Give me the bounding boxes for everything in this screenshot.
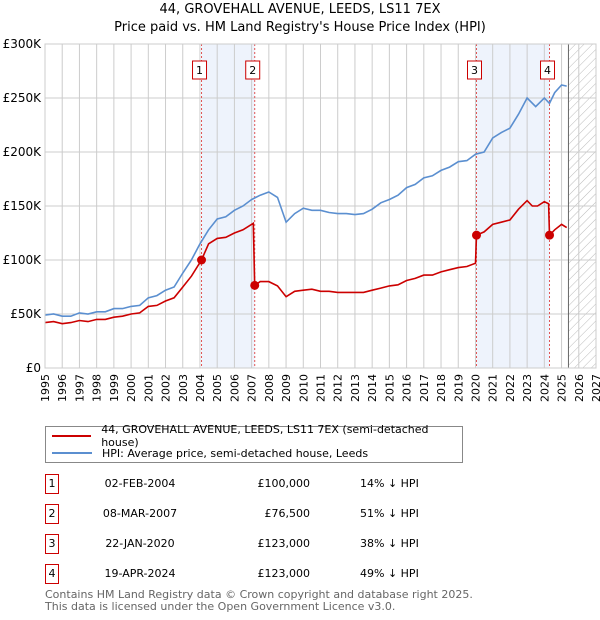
x-tick-label: 2027: [590, 374, 600, 402]
x-tick-label: 2005: [211, 374, 224, 402]
transaction-date: 02-FEB-2004: [104, 477, 176, 490]
x-tick-label: 2026: [573, 374, 586, 402]
chart-title: 44, GROVEHALL AVENUE, LEEDS, LS11 7EX: [159, 2, 441, 17]
transaction-hpi-diff: 49% ↓ HPI: [360, 567, 419, 580]
x-tick-label: 1996: [56, 374, 69, 402]
sale-point: [472, 230, 482, 240]
legend-label-property: 44, GROVEHALL AVENUE, LEEDS, LS11 7EX (s…: [101, 423, 429, 449]
sale-point: [545, 230, 555, 240]
x-tick-label: 2015: [383, 374, 396, 402]
x-tick-label: 2014: [366, 374, 379, 402]
y-tick-label: £200K: [3, 145, 43, 159]
sale-point: [250, 280, 260, 290]
x-tick-label: 2018: [435, 374, 448, 402]
x-tick-label: 2025: [556, 374, 569, 402]
transaction-number: 2: [45, 504, 59, 524]
x-tick-label: 2002: [160, 374, 173, 402]
x-tick-label: 2020: [469, 374, 482, 402]
sale-label: 2: [249, 64, 256, 77]
x-tick-label: 2007: [246, 374, 259, 402]
footer-licence: This data is licensed under the Open Gov…: [45, 600, 396, 613]
plot-frame: [44, 43, 597, 369]
transaction-price: £100,000: [257, 477, 311, 490]
transaction-date: 19-APR-2024: [104, 567, 176, 580]
x-tick-label: 2010: [297, 374, 310, 402]
y-tick-label: £250K: [3, 91, 43, 105]
transaction-number: 1: [45, 474, 59, 494]
sale-label-box: [245, 60, 261, 80]
x-tick-label: 2012: [332, 374, 345, 402]
x-tick-label: 2006: [228, 374, 241, 402]
y-tick-label: £150K: [3, 199, 43, 213]
sale-point: [197, 255, 207, 265]
x-tick-label: 2016: [401, 374, 414, 402]
x-tick-label: 2009: [280, 374, 293, 402]
price-paid-line: [44, 199, 568, 325]
transaction-hpi-diff: 51% ↓ HPI: [360, 507, 419, 520]
blue-line-swatch: [52, 452, 92, 454]
transaction-price: £123,000: [257, 537, 311, 550]
x-tick-label: 2003: [177, 374, 190, 402]
chart-subtitle: Price paid vs. HM Land Registry's House …: [114, 20, 486, 35]
sale-label-box: [467, 60, 483, 80]
x-tick-label: 2022: [504, 374, 517, 402]
x-tick-label: 2024: [538, 374, 551, 402]
transaction-number: 3: [45, 534, 59, 554]
x-tick-label: 2000: [125, 374, 138, 402]
x-tick-label: 1997: [73, 374, 86, 402]
x-tick-label: 2021: [487, 374, 500, 402]
legend-label-hpi: HPI: Average price, semi-detached house,…: [102, 446, 369, 460]
x-tick-label: 2011: [315, 374, 328, 402]
transaction-date: 08-MAR-2007: [102, 507, 178, 520]
x-tick-label: 2017: [418, 374, 431, 402]
sale-label: 3: [471, 64, 478, 77]
x-tick-label: 2001: [142, 374, 155, 402]
y-tick-label: £0: [26, 361, 41, 375]
x-tick-label: 1998: [91, 374, 104, 402]
legend: 44, GROVEHALL AVENUE, LEEDS, LS11 7EX (s…: [45, 423, 463, 463]
x-tick-label: 2004: [194, 374, 207, 402]
transaction-price: £123,000: [257, 567, 311, 580]
transaction-hpi-diff: 38% ↓ HPI: [360, 537, 419, 550]
legend-item-hpi: HPI: Average price, semi-detached house,…: [52, 445, 368, 461]
sale-label-box: [192, 60, 208, 80]
transaction-hpi-diff: 14% ↓ HPI: [360, 477, 419, 490]
hpi-line: [44, 84, 567, 317]
legend-item-property: 44, GROVEHALL AVENUE, LEEDS, LS11 7EX (s…: [52, 423, 462, 449]
x-tick-label: 2023: [521, 374, 534, 402]
sale-label-box: [540, 60, 556, 80]
x-tick-label: 2008: [263, 374, 276, 402]
transaction-number: 4: [45, 564, 59, 584]
y-tick-label: £300K: [3, 37, 43, 51]
x-tick-label: 2019: [452, 374, 465, 402]
y-tick-label: £100K: [3, 253, 43, 267]
red-line-swatch: [52, 435, 92, 437]
chart-plot: 1995 1996 1997 1998 1999 2000 2001 2002 2003 2004…: [3, 37, 600, 402]
transaction-price: £76,500: [264, 507, 311, 520]
y-tick-label: £50K: [10, 307, 42, 321]
x-tick-label: 2013: [349, 374, 362, 402]
sale-label: 4: [544, 64, 551, 77]
x-tick-label: 1995: [39, 374, 52, 402]
sale-label: 1: [196, 64, 203, 77]
x-tick-label: 1999: [108, 374, 121, 402]
footer-copyright: Contains HM Land Registry data © Crown c…: [45, 588, 473, 601]
transaction-date: 22-JAN-2020: [105, 537, 175, 550]
